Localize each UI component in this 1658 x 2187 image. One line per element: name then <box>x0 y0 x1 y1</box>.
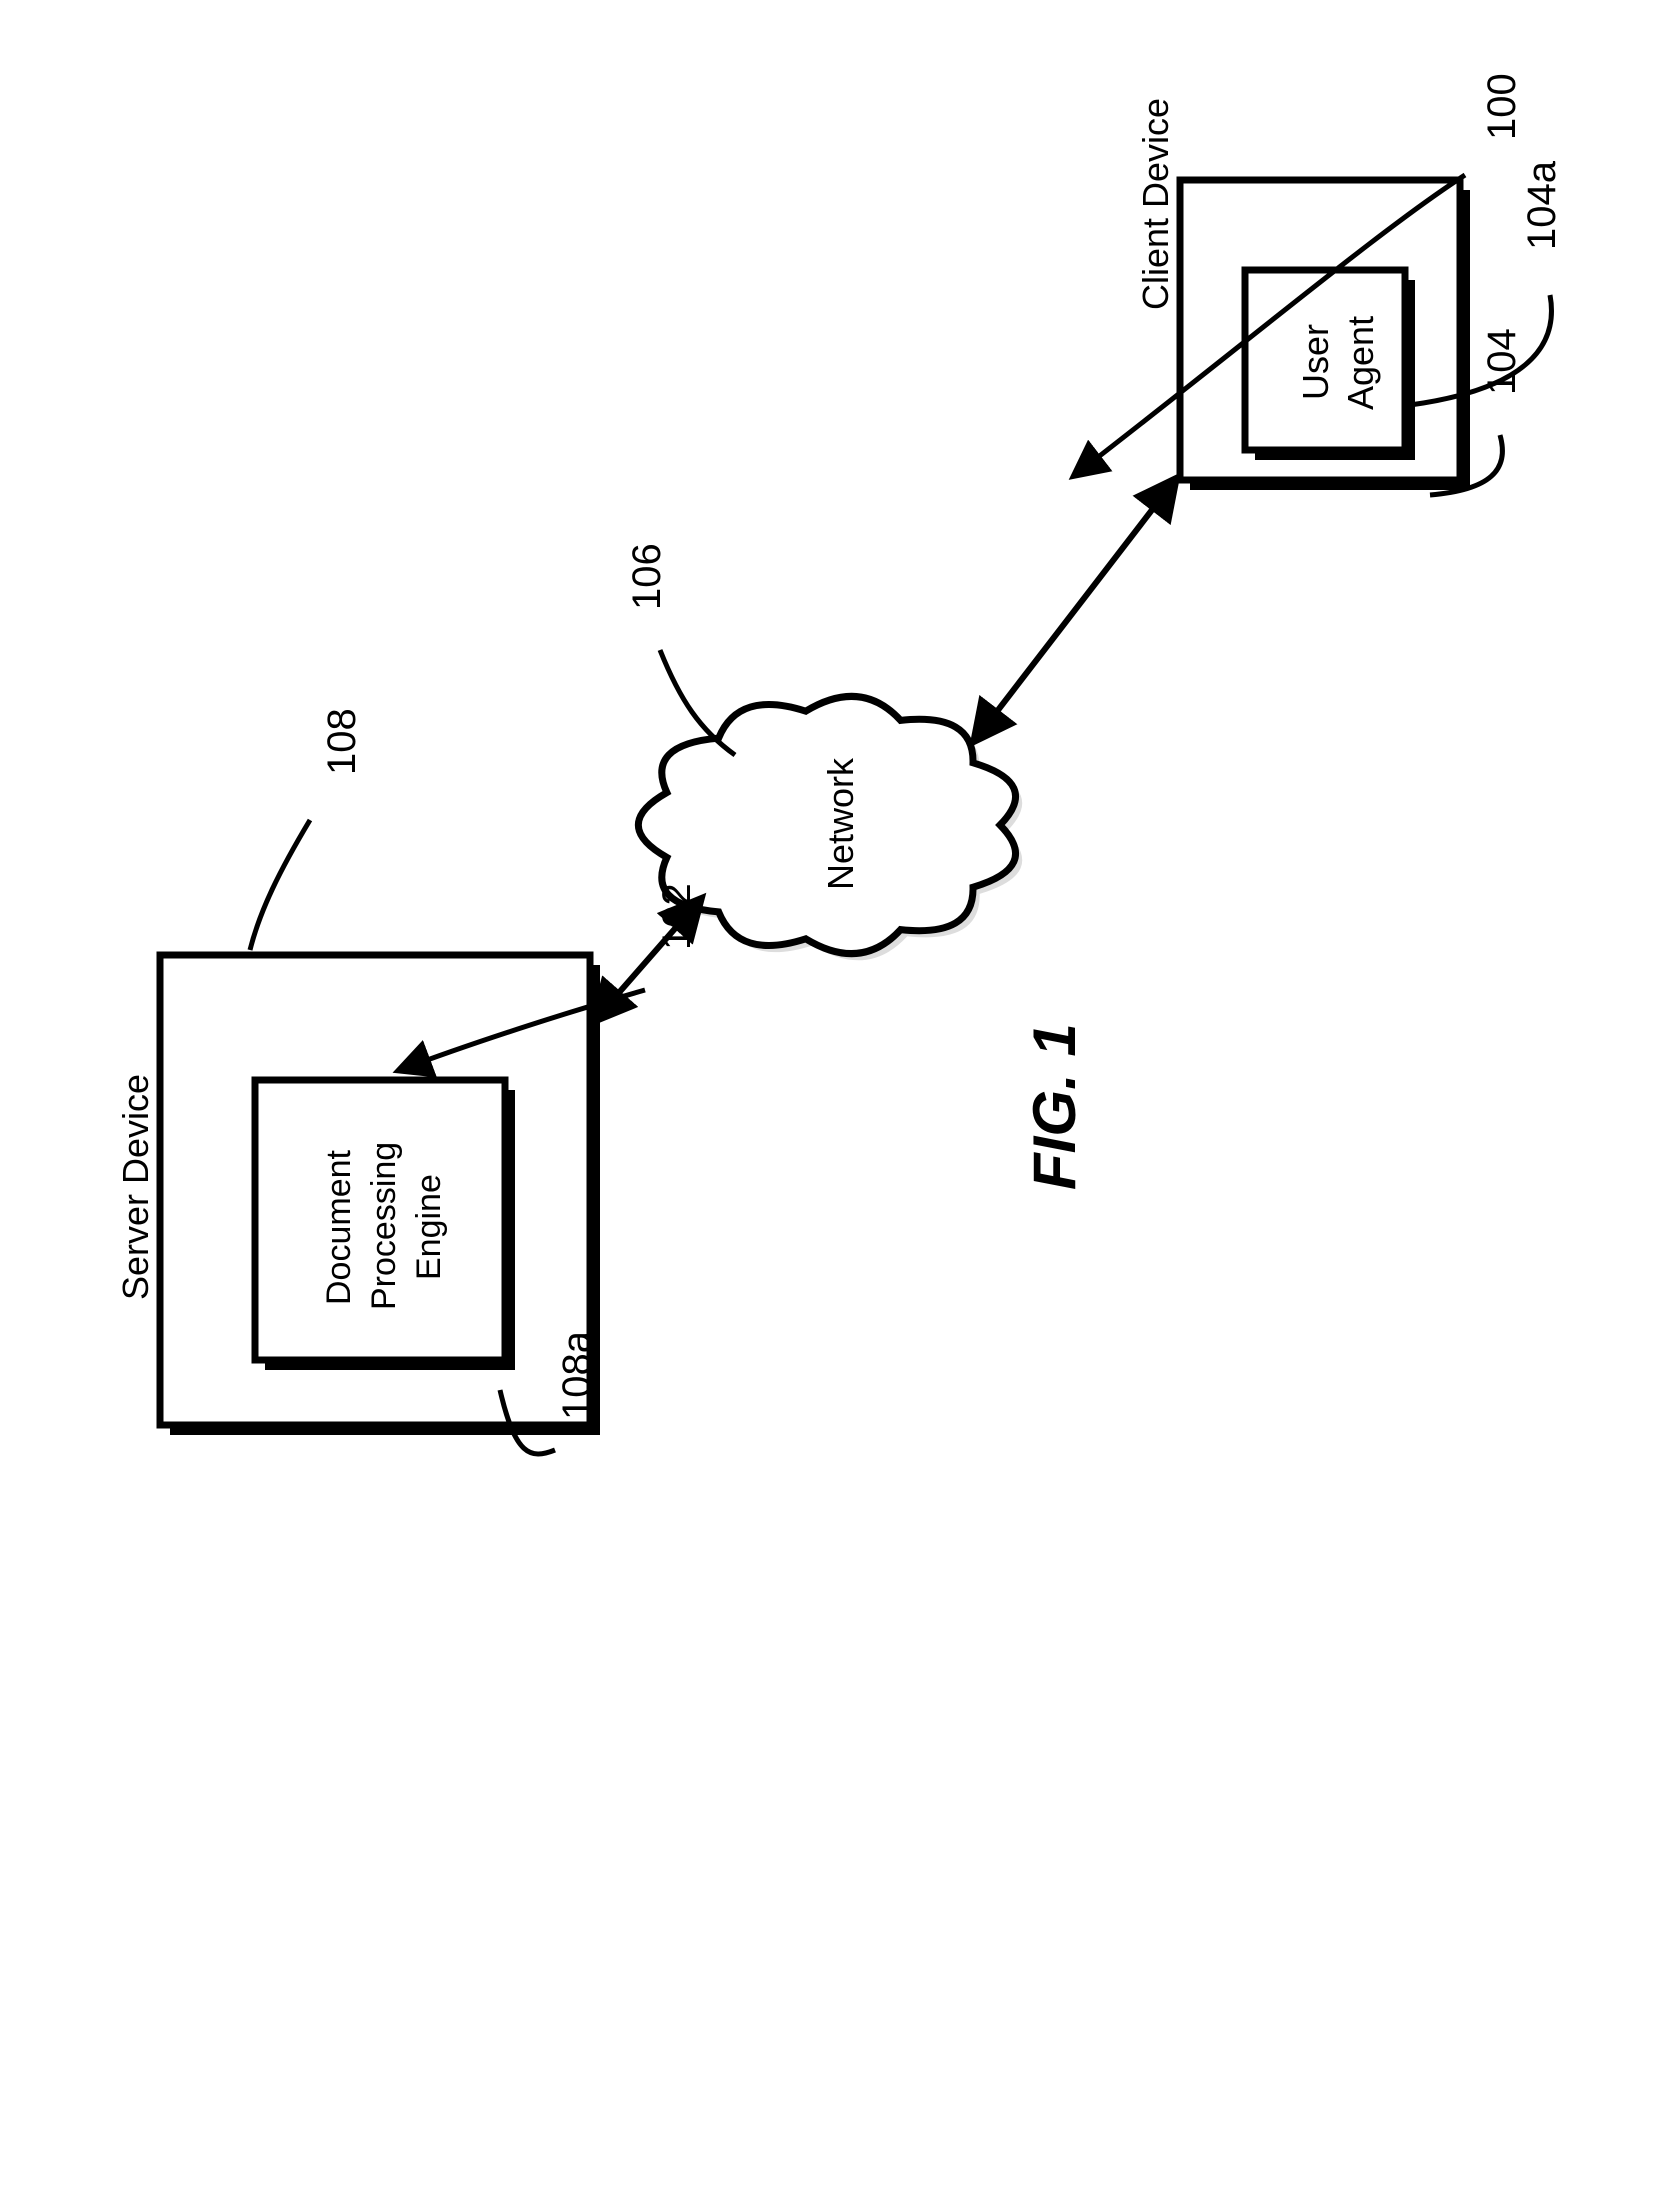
ref-106: 106 <box>625 543 670 610</box>
network-label: Network <box>820 758 862 890</box>
user-agent-label-line1: User <box>1295 324 1337 400</box>
doc-engine-label-line2: Processing <box>365 1142 404 1310</box>
leader-l108 <box>250 820 310 950</box>
ref-104a: 104a <box>1520 161 1565 250</box>
ref-102: 102 <box>655 883 700 950</box>
ref-108: 108 <box>320 708 365 775</box>
doc-engine-label-line1: Document <box>320 1150 359 1305</box>
doc-engine-label-line3: Engine <box>410 1174 449 1280</box>
server-device-title: Server Device <box>115 1074 157 1300</box>
figure-caption: FIG. 1 <box>1020 1023 1089 1190</box>
connector-client-network <box>975 480 1175 740</box>
ref-104: 104 <box>1480 328 1525 395</box>
ref-100: 100 <box>1480 73 1525 140</box>
client-device-title: Client Device <box>1135 98 1177 310</box>
ref-108a: 108a <box>555 1331 600 1420</box>
user-agent-label-line2: Agent <box>1340 316 1382 410</box>
diagram-canvas <box>0 0 1658 2187</box>
